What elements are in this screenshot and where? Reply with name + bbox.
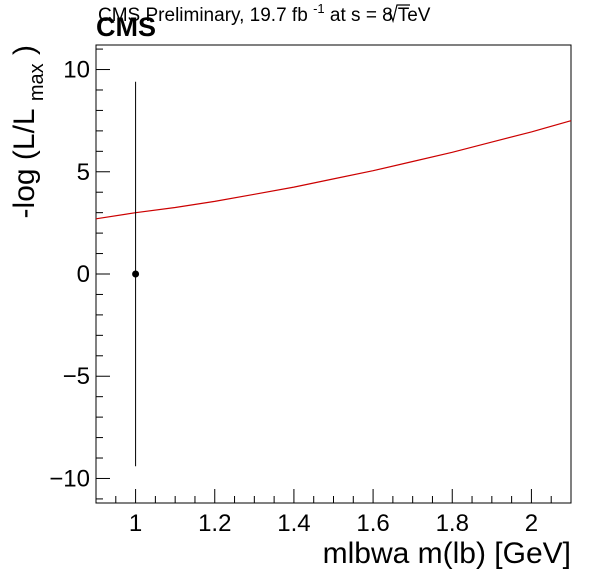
plot-frame — [95, 44, 572, 504]
y-tick-label: 0 — [77, 261, 90, 288]
chart-header: CMS Preliminary, 19.7 fb -1 at s = 8 TeV — [98, 0, 431, 26]
lumi-superscript: -1 — [313, 1, 325, 16]
y-tick-label: 5 — [77, 159, 90, 186]
data-point — [132, 270, 140, 278]
x-axis-tick-labels: 1 1.2 1.4 1.6 1.8 2 — [129, 510, 538, 537]
sqrt-s-label: s — [351, 5, 361, 26]
y-axis-title: -log (L/L max ) — [8, 45, 50, 218]
y-axis-title-suffix: ) — [8, 45, 41, 55]
x-tick-label: 1.8 — [436, 510, 469, 537]
series-layer — [95, 81, 572, 467]
x-axis-ticks — [95, 489, 572, 503]
energy-prefix: at — [330, 5, 351, 26]
x-tick-label: 1.4 — [277, 510, 310, 537]
cms-logo-label: CMS — [96, 12, 156, 42]
x-tick-label: 1.2 — [198, 510, 231, 537]
x-tick-label: 2 — [525, 510, 538, 537]
fit-curve-line — [95, 120, 572, 220]
preliminary-label: CMS Preliminary, 19.7 fb — [98, 5, 308, 26]
sqrt-sign-icon — [386, 4, 410, 24]
y-axis-title-prefix: -log (L/L — [8, 109, 41, 218]
y-tick-label: 10 — [63, 57, 90, 84]
y-tick-label: −5 — [63, 363, 90, 390]
x-tick-label: 1 — [129, 510, 142, 537]
x-tick-label: 1.6 — [356, 510, 389, 537]
x-axis-title: mlbwa m(lb) [GeV] — [323, 537, 571, 570]
y-axis-ticks — [96, 48, 110, 500]
y-axis-tick-labels: −10 −5 0 5 10 — [49, 57, 90, 493]
energy-suffix: = 8 TeV — [366, 5, 431, 26]
y-axis-title-subscript: max — [26, 63, 48, 101]
y-tick-label: −10 — [49, 465, 90, 492]
